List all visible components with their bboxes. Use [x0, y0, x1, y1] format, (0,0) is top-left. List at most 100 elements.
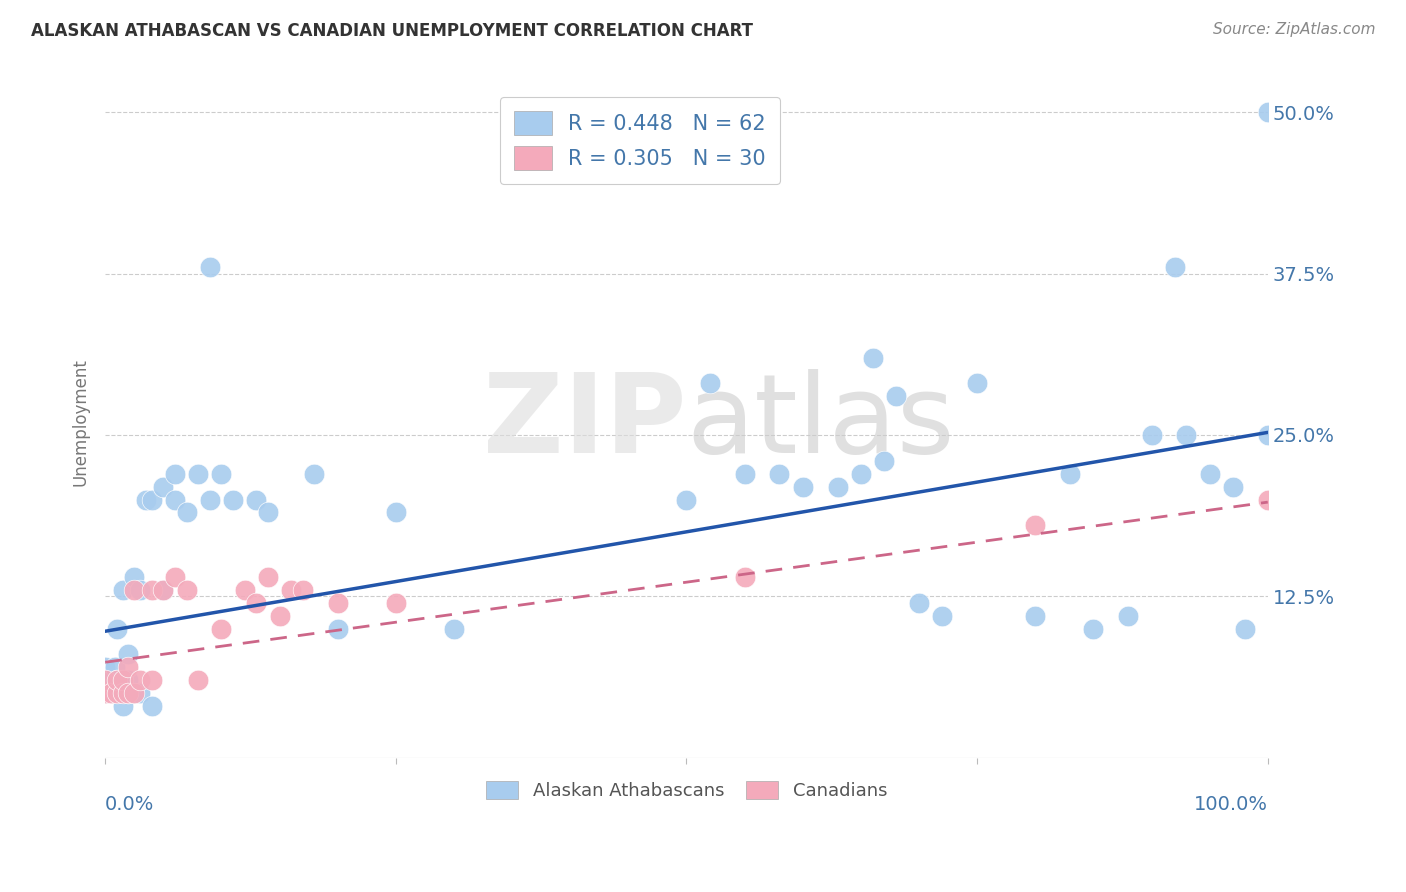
- Point: [111, 686, 134, 700]
- Point: [1059, 467, 1081, 481]
- Point: [233, 582, 256, 597]
- Point: [326, 596, 349, 610]
- Point: [117, 673, 139, 688]
- Point: [100, 686, 122, 700]
- Point: [111, 673, 134, 688]
- Point: [198, 260, 221, 274]
- Point: [111, 673, 134, 688]
- Point: [931, 608, 953, 623]
- Point: [176, 582, 198, 597]
- Point: [849, 467, 872, 481]
- Text: 0.0%: 0.0%: [105, 795, 155, 814]
- Point: [1083, 622, 1105, 636]
- Point: [103, 660, 125, 674]
- Text: ZIP: ZIP: [484, 368, 686, 475]
- Point: [291, 582, 314, 597]
- Point: [862, 351, 884, 365]
- Point: [699, 376, 721, 391]
- Point: [117, 686, 139, 700]
- Point: [245, 492, 267, 507]
- Point: [117, 660, 139, 674]
- Point: [105, 622, 128, 636]
- Point: [124, 570, 146, 584]
- Text: ALASKAN ATHABASCAN VS CANADIAN UNEMPLOYMENT CORRELATION CHART: ALASKAN ATHABASCAN VS CANADIAN UNEMPLOYM…: [31, 22, 754, 40]
- Point: [326, 622, 349, 636]
- Point: [734, 570, 756, 584]
- Point: [105, 686, 128, 700]
- Point: [222, 492, 245, 507]
- Y-axis label: Unemployment: Unemployment: [72, 358, 89, 486]
- Point: [141, 492, 163, 507]
- Point: [152, 480, 174, 494]
- Point: [873, 454, 896, 468]
- Point: [1257, 105, 1279, 120]
- Point: [211, 467, 233, 481]
- Legend: Alaskan Athabascans, Canadians: Alaskan Athabascans, Canadians: [477, 772, 896, 809]
- Point: [385, 596, 408, 610]
- Point: [1024, 608, 1046, 623]
- Point: [105, 673, 128, 688]
- Point: [124, 686, 146, 700]
- Text: 100.0%: 100.0%: [1194, 795, 1268, 814]
- Point: [94, 686, 117, 700]
- Point: [269, 608, 291, 623]
- Point: [1257, 492, 1279, 507]
- Point: [187, 467, 209, 481]
- Point: [966, 376, 988, 391]
- Point: [163, 492, 186, 507]
- Point: [111, 699, 134, 714]
- Point: [152, 582, 174, 597]
- Point: [129, 686, 152, 700]
- Point: [100, 686, 122, 700]
- Point: [105, 686, 128, 700]
- Point: [163, 570, 186, 584]
- Point: [443, 622, 465, 636]
- Point: [124, 686, 146, 700]
- Point: [1164, 260, 1187, 274]
- Text: atlas: atlas: [686, 368, 955, 475]
- Text: Source: ZipAtlas.com: Source: ZipAtlas.com: [1212, 22, 1375, 37]
- Point: [1198, 467, 1220, 481]
- Point: [94, 673, 117, 688]
- Point: [141, 582, 163, 597]
- Point: [141, 673, 163, 688]
- Point: [100, 673, 122, 688]
- Point: [198, 492, 221, 507]
- Point: [117, 648, 139, 662]
- Point: [129, 582, 152, 597]
- Point: [117, 686, 139, 700]
- Point: [257, 506, 280, 520]
- Point: [304, 467, 326, 481]
- Point: [884, 389, 907, 403]
- Point: [385, 506, 408, 520]
- Point: [94, 660, 117, 674]
- Point: [1140, 428, 1163, 442]
- Point: [94, 686, 117, 700]
- Point: [675, 492, 697, 507]
- Point: [792, 480, 814, 494]
- Point: [245, 596, 267, 610]
- Point: [124, 582, 146, 597]
- Point: [908, 596, 931, 610]
- Point: [1222, 480, 1244, 494]
- Point: [135, 492, 157, 507]
- Point: [129, 673, 152, 688]
- Point: [257, 570, 280, 584]
- Point: [1257, 428, 1279, 442]
- Point: [827, 480, 849, 494]
- Point: [111, 582, 134, 597]
- Point: [1175, 428, 1198, 442]
- Point: [1116, 608, 1139, 623]
- Point: [1024, 518, 1046, 533]
- Point: [734, 467, 756, 481]
- Point: [768, 467, 790, 481]
- Point: [141, 699, 163, 714]
- Point: [152, 582, 174, 597]
- Point: [1233, 622, 1256, 636]
- Point: [105, 673, 128, 688]
- Point: [211, 622, 233, 636]
- Point: [187, 673, 209, 688]
- Point: [176, 506, 198, 520]
- Point: [163, 467, 186, 481]
- Point: [280, 582, 302, 597]
